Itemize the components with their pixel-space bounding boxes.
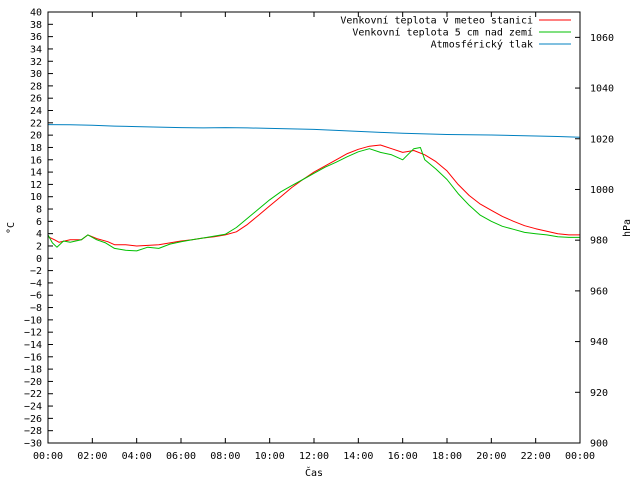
y-right-tick-label: 1040 xyxy=(590,84,614,95)
y-left-tick-label: 32 xyxy=(30,57,42,68)
y-left-tick-label: 24 xyxy=(30,106,42,117)
y-left-tick-label: 2 xyxy=(36,241,42,252)
y-left-tick-label: 26 xyxy=(30,94,42,105)
y-left-tick-label: −26 xyxy=(24,414,42,425)
x-tick-label: 02:00 xyxy=(77,451,107,462)
series-group xyxy=(47,124,581,252)
y-left-tick-label: −24 xyxy=(24,402,42,413)
y-left-tick-label: 16 xyxy=(30,155,42,166)
y-left-tick-label: −6 xyxy=(30,291,42,302)
y-left-tick-label: 6 xyxy=(36,217,42,228)
y-left-tick-label: −28 xyxy=(24,426,42,437)
y-left-tick-label: 38 xyxy=(30,20,42,31)
y-right-tick-label: 980 xyxy=(590,236,608,247)
y-left-axis-title: °C xyxy=(6,222,17,234)
y-left-tick-label: −18 xyxy=(24,365,42,376)
x-tick-label: 18:00 xyxy=(432,451,462,462)
y-left-tick-label: 28 xyxy=(30,81,42,92)
y-left-tick-label: 14 xyxy=(30,168,42,179)
x-axis-title: Čas xyxy=(305,466,323,479)
y-left-tick-label: 0 xyxy=(36,254,42,265)
x-tick-label: 22:00 xyxy=(521,451,551,462)
y-left-tick-label: 18 xyxy=(30,143,42,154)
y-left-tick-label: −8 xyxy=(30,303,42,314)
x-tick-label: 10:00 xyxy=(255,451,285,462)
y-right-tick-label: 940 xyxy=(590,337,608,348)
y-left-tick-label: 30 xyxy=(30,69,42,80)
y-right-tick-label: 920 xyxy=(590,388,608,399)
x-tick-label: 04:00 xyxy=(122,451,152,462)
y-left-tick-label: 22 xyxy=(30,118,42,129)
y-left-tick-label: 4 xyxy=(36,229,42,240)
y-left-tick-label: 34 xyxy=(30,44,42,55)
y-left-tick-label: 36 xyxy=(30,32,42,43)
y-left-tick-label: 12 xyxy=(30,180,42,191)
y-left-tick-label: 20 xyxy=(30,131,42,142)
y-left-tick-label: −2 xyxy=(30,266,42,277)
y-left-tick-label: −14 xyxy=(24,340,42,351)
legend-label-2: Atmosférický tlak xyxy=(431,39,533,51)
y-right-tick-label: 1000 xyxy=(590,185,614,196)
x-tick-label: 12:00 xyxy=(299,451,329,462)
y-left-tick-label: −20 xyxy=(24,377,42,388)
x-tick-label: 00:00 xyxy=(565,451,595,462)
y-left-tick-label: −30 xyxy=(24,439,42,450)
y-left-tick-label: −16 xyxy=(24,352,42,363)
legend-label-0: Venkovní teplota v meteo stanici xyxy=(340,15,533,27)
plot-frame xyxy=(47,11,581,444)
x-tick-label: 08:00 xyxy=(210,451,240,462)
y-left-tick-label: 10 xyxy=(30,192,42,203)
y-right-tick-label: 960 xyxy=(590,286,608,297)
x-tick-label: 16:00 xyxy=(388,451,418,462)
y-right-tick-label: 1060 xyxy=(590,33,614,44)
tick-labels: 4038363432302826242220181614121086420−2−… xyxy=(24,8,614,463)
legend-label-1: Venkovní teplota 5 cm nad zemí xyxy=(352,27,533,39)
y-right-tick-label: 1020 xyxy=(590,134,614,145)
x-tick-label: 20:00 xyxy=(476,451,506,462)
y-right-tick-label: 900 xyxy=(590,439,608,450)
x-tick-label: 06:00 xyxy=(166,451,196,462)
legend: Venkovní teplota v meteo staniciVenkovní… xyxy=(340,15,571,51)
series-line-1 xyxy=(47,147,580,252)
y-right-axis-title: hPa xyxy=(622,219,633,237)
x-tick-label: 00:00 xyxy=(33,451,63,462)
y-left-tick-label: −10 xyxy=(24,315,42,326)
y-left-tick-label: 8 xyxy=(36,205,42,216)
y-left-tick-label: 40 xyxy=(30,8,42,19)
y-left-tick-label: −22 xyxy=(24,389,42,400)
series-line-2 xyxy=(47,124,581,138)
y-left-tick-label: −12 xyxy=(24,328,42,339)
y-left-tick-label: −4 xyxy=(30,278,42,289)
x-tick-label: 14:00 xyxy=(343,451,373,462)
